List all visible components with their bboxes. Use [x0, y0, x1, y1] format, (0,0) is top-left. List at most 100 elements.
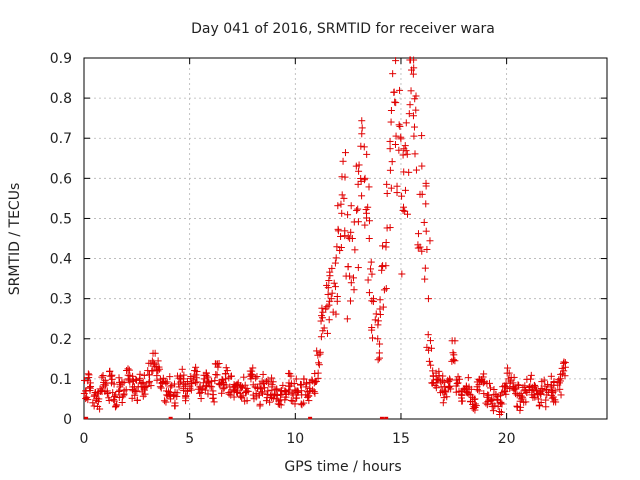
data-point-cluster — [268, 374, 276, 382]
data-point-cluster — [222, 364, 230, 372]
data-point-cluster — [433, 376, 441, 384]
data-point-cluster — [392, 132, 400, 140]
data-point-cluster — [418, 162, 426, 170]
data-point-cluster — [346, 297, 354, 305]
data-point-cluster — [247, 370, 255, 378]
data-point-cluster — [191, 379, 199, 387]
data-point-cluster — [411, 150, 419, 158]
data-point-cluster — [241, 397, 249, 405]
data-point-cluster — [367, 265, 375, 273]
data-point-cluster — [386, 224, 394, 232]
data-point-cluster — [465, 390, 473, 398]
data-point-cluster — [446, 376, 454, 384]
data-point-cluster — [354, 218, 362, 226]
data-point-cluster — [390, 88, 398, 96]
data-point-cluster — [409, 112, 417, 120]
data-point-cluster — [287, 397, 295, 405]
data-point-cluster — [298, 401, 306, 409]
data-point-cluster — [365, 289, 373, 297]
data-point-cluster — [360, 143, 368, 151]
data-point-cluster — [527, 371, 535, 379]
data-point-cluster — [383, 180, 391, 188]
data-point-cluster — [236, 392, 244, 400]
data-point-cluster — [439, 372, 447, 380]
data-point-cluster — [334, 225, 342, 233]
data-point-cluster — [238, 394, 246, 402]
data-point-cluster — [314, 369, 322, 377]
data-point-cluster — [233, 380, 241, 388]
data-point-cluster — [162, 398, 170, 406]
data-point-cluster — [494, 403, 502, 411]
data-point-cluster — [387, 184, 395, 192]
data-point-cluster — [110, 397, 118, 405]
data-point-cluster — [350, 286, 358, 294]
data-point-cluster — [222, 381, 230, 389]
data-point-cluster — [412, 166, 420, 174]
data-point-cluster — [398, 270, 406, 278]
data-point-cluster — [418, 132, 426, 140]
data-point-cluster — [262, 377, 270, 385]
plot-frame — [83, 57, 608, 420]
data-point — [353, 206, 361, 214]
y-tick-label: 0.8 — [50, 91, 72, 107]
data-point-cluster — [330, 279, 338, 287]
data-point-cluster — [452, 376, 460, 384]
data-point-cluster — [516, 406, 524, 414]
data-point-cluster — [266, 392, 274, 400]
data-point-cluster — [279, 381, 287, 389]
data-point-cluster — [391, 140, 399, 148]
data-point-cluster — [354, 205, 362, 213]
data-point-cluster — [374, 317, 382, 325]
data-point-cluster — [90, 392, 98, 400]
data-point-cluster — [85, 371, 93, 379]
data-point — [412, 106, 420, 114]
data-point-cluster — [227, 372, 235, 380]
data-point-cluster — [132, 376, 140, 384]
data-point-cluster — [201, 386, 209, 394]
data-point-cluster — [485, 379, 493, 387]
data-point-cluster — [452, 382, 460, 390]
data-point-cluster — [515, 381, 523, 389]
data-point-cluster — [171, 402, 179, 410]
data-point — [374, 335, 382, 343]
data-point-cluster — [427, 361, 435, 369]
data-point — [302, 383, 310, 391]
data-point-cluster — [343, 315, 351, 323]
data-point-cluster — [414, 230, 422, 238]
data-point-cluster — [312, 377, 320, 385]
x-tick-label: 10 — [286, 431, 304, 447]
data-point-cluster — [326, 297, 334, 305]
data-point-cluster — [165, 388, 173, 396]
data-point-cluster — [480, 370, 488, 378]
data-point-cluster — [496, 411, 504, 419]
data-point-cluster — [423, 343, 431, 351]
data-point-cluster — [540, 376, 548, 384]
data-point-cluster — [333, 243, 341, 251]
data-point-cluster — [159, 374, 167, 382]
data-point-cluster — [447, 385, 455, 393]
data-point-cluster — [173, 389, 181, 397]
data-point-cluster — [148, 367, 156, 375]
data-point-cluster — [448, 337, 456, 345]
data-point-cluster — [457, 391, 465, 399]
data-point — [133, 387, 141, 395]
data-point-cluster — [355, 167, 363, 175]
data-point-cluster — [253, 372, 261, 380]
data-point — [403, 150, 411, 158]
data-point-cluster — [192, 363, 200, 371]
data-point-cluster — [471, 406, 479, 414]
data-point-cluster — [392, 57, 400, 65]
data-point-cluster — [503, 369, 511, 377]
data-point-cluster — [542, 396, 550, 404]
data-point-cluster — [293, 394, 301, 402]
data-point — [420, 218, 428, 226]
data-point-cluster — [176, 378, 184, 386]
data-point-cluster — [341, 149, 349, 157]
data-point-cluster — [422, 200, 430, 208]
data-point-cluster — [175, 374, 183, 382]
data-point — [395, 146, 403, 154]
data-point-cluster — [230, 393, 238, 401]
data-point-cluster — [203, 381, 211, 389]
data-point — [365, 235, 373, 242]
data-point-cluster — [305, 397, 313, 405]
